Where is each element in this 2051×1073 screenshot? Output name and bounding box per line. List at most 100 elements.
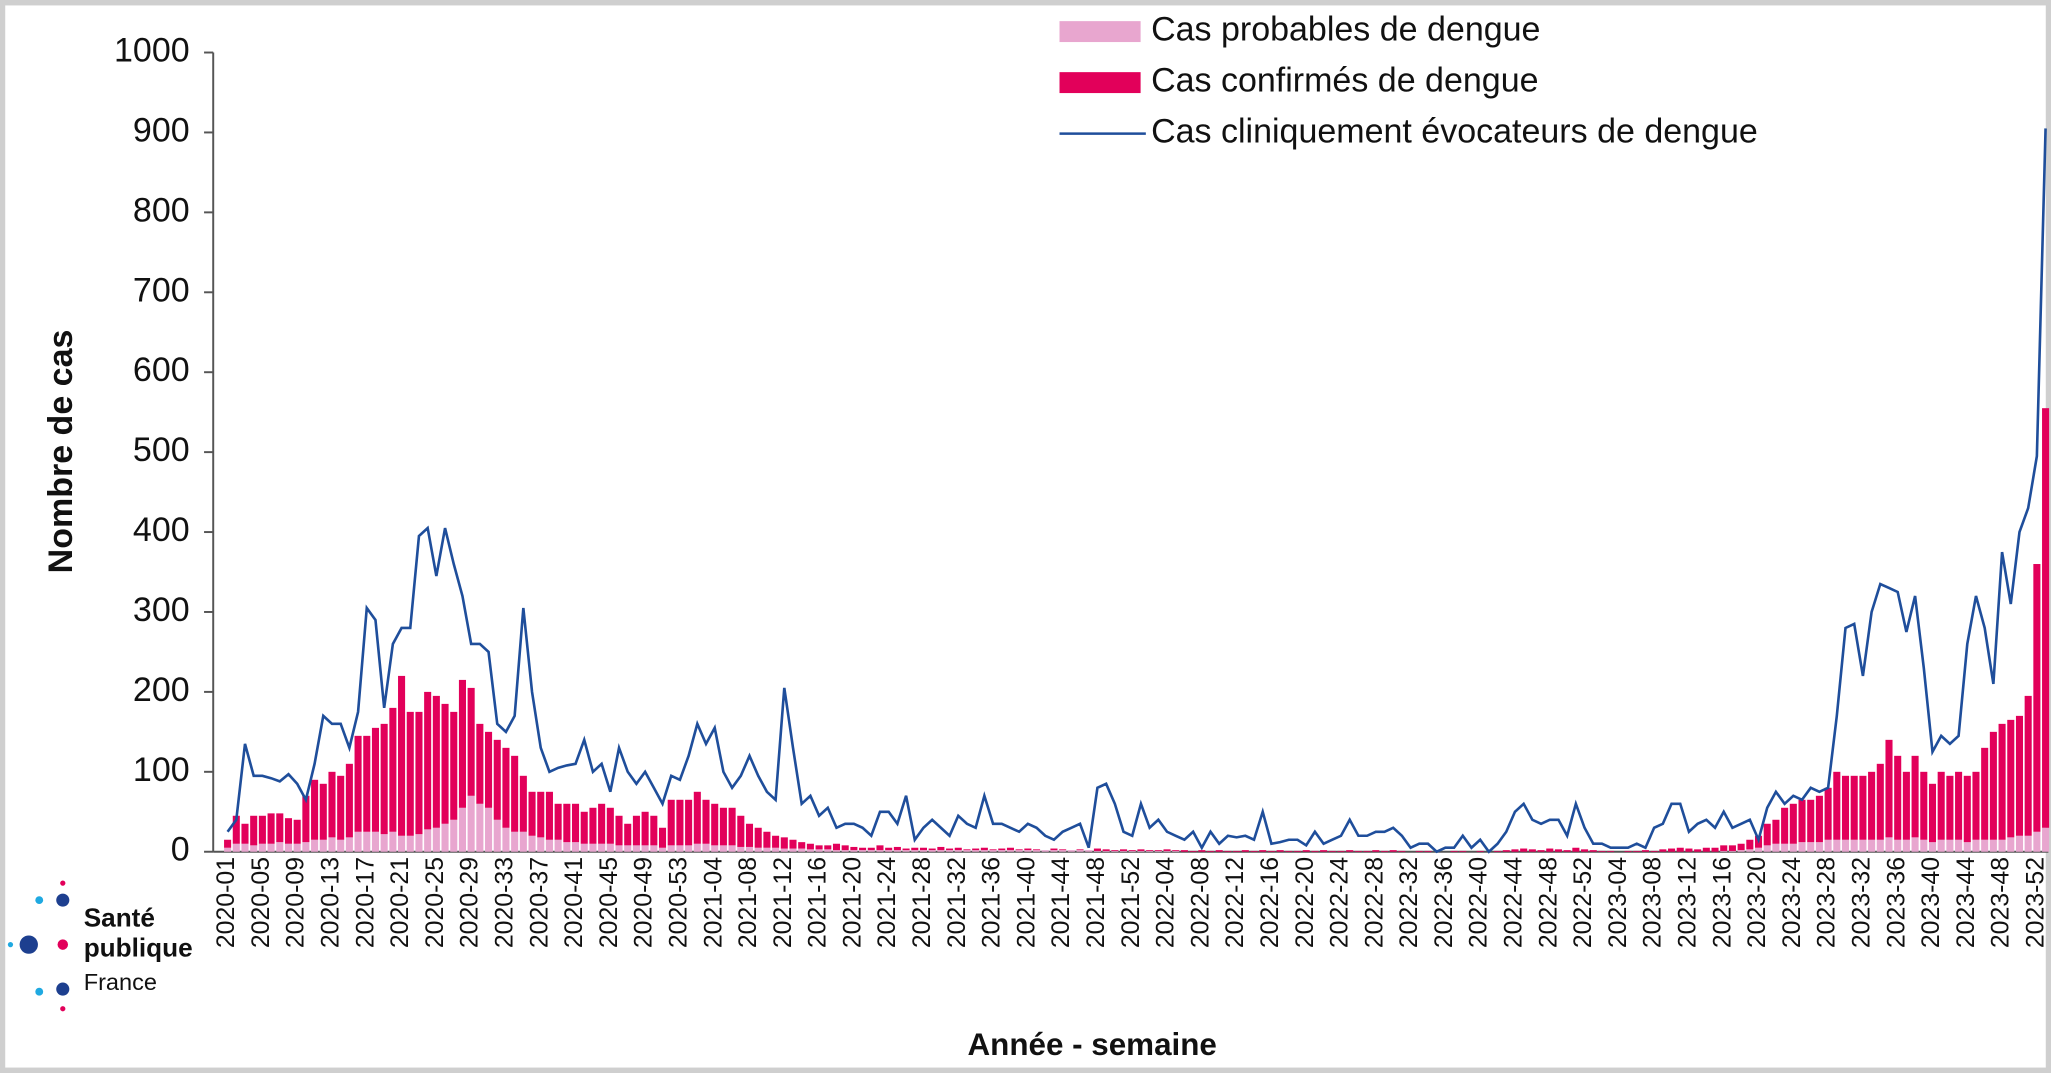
bar bbox=[250, 845, 258, 852]
legend-label: Cas confirmés de dengue bbox=[1151, 62, 1538, 100]
bar bbox=[789, 839, 797, 849]
bar bbox=[885, 847, 893, 851]
bar bbox=[1815, 842, 1823, 852]
bar bbox=[1868, 839, 1876, 852]
bar bbox=[1711, 847, 1719, 852]
x-tick-label: 2022-32 bbox=[1396, 857, 1423, 948]
bar bbox=[1868, 771, 1876, 840]
bar bbox=[1059, 850, 1067, 852]
bar bbox=[1024, 850, 1032, 852]
bar bbox=[937, 846, 945, 851]
bar bbox=[745, 846, 754, 852]
bar bbox=[485, 807, 493, 852]
bar bbox=[1363, 850, 1371, 852]
bar bbox=[1824, 787, 1832, 840]
x-tick-label: 2020-01 bbox=[213, 857, 240, 948]
bar bbox=[928, 850, 936, 852]
bar bbox=[963, 850, 971, 852]
bar bbox=[1259, 850, 1267, 852]
bar bbox=[1781, 807, 1789, 844]
bar bbox=[1528, 849, 1536, 852]
bar bbox=[1520, 848, 1528, 852]
bar bbox=[946, 848, 954, 851]
bar bbox=[224, 847, 232, 852]
x-tick-label: 2023-32 bbox=[1848, 857, 1875, 948]
bar bbox=[658, 827, 667, 848]
x-tick-label: 2023-08 bbox=[1640, 857, 1667, 948]
bar bbox=[1902, 839, 1910, 852]
bar bbox=[1424, 850, 1432, 852]
bar bbox=[345, 763, 353, 838]
bar bbox=[1668, 848, 1676, 852]
bar bbox=[928, 848, 936, 851]
bar bbox=[1293, 850, 1302, 852]
bar bbox=[919, 850, 928, 852]
bar bbox=[354, 735, 362, 832]
bar bbox=[572, 803, 580, 843]
bar bbox=[824, 845, 832, 850]
bar bbox=[685, 845, 693, 852]
bar bbox=[1346, 850, 1354, 852]
bar bbox=[772, 847, 780, 852]
bar bbox=[1789, 803, 1797, 844]
bar bbox=[841, 845, 849, 851]
bar bbox=[850, 846, 858, 851]
bar bbox=[467, 795, 475, 852]
bar bbox=[1998, 723, 2006, 840]
bar bbox=[1241, 850, 1249, 852]
y-tick-label: 800 bbox=[133, 191, 190, 229]
x-tick-label: 2020-53 bbox=[665, 857, 692, 948]
x-tick-label: 2022-20 bbox=[1292, 857, 1319, 948]
bar bbox=[1972, 771, 1980, 840]
bar bbox=[1746, 839, 1754, 850]
bar bbox=[1302, 850, 1310, 852]
bar bbox=[919, 847, 928, 851]
y-tick-label: 300 bbox=[133, 591, 190, 629]
bar bbox=[1146, 850, 1154, 852]
x-tick-label: 2020-37 bbox=[526, 857, 553, 948]
bar bbox=[258, 815, 266, 844]
bar bbox=[1093, 850, 1101, 852]
x-tick-label: 2022-24 bbox=[1327, 857, 1354, 948]
x-tick-label: 2021-24 bbox=[874, 857, 901, 948]
bar bbox=[832, 850, 841, 852]
bar bbox=[989, 850, 997, 852]
bar bbox=[1128, 850, 1136, 851]
logo-dot bbox=[57, 939, 69, 950]
bar bbox=[1050, 850, 1058, 852]
bar bbox=[780, 848, 788, 852]
bar bbox=[1946, 839, 1954, 852]
bar bbox=[693, 843, 701, 852]
bar bbox=[1876, 839, 1884, 852]
bar bbox=[1215, 850, 1223, 852]
bar bbox=[1981, 747, 1989, 840]
bar bbox=[650, 845, 658, 852]
x-tick-label: 2021-08 bbox=[735, 857, 762, 948]
x-tick-label: 2022-28 bbox=[1361, 857, 1388, 948]
bar bbox=[563, 803, 571, 843]
bar bbox=[1146, 850, 1154, 851]
bar bbox=[415, 834, 423, 852]
bar bbox=[1781, 843, 1789, 852]
x-tick-label: 2021-48 bbox=[1083, 857, 1110, 948]
bar bbox=[1746, 849, 1754, 852]
y-tick-label: 700 bbox=[133, 271, 190, 309]
bar bbox=[1093, 848, 1101, 851]
bar bbox=[998, 850, 1006, 852]
bar bbox=[737, 846, 745, 852]
bar bbox=[728, 807, 736, 846]
bar bbox=[641, 811, 649, 846]
bar bbox=[1815, 795, 1823, 843]
bar bbox=[2015, 715, 2024, 836]
x-tick-label: 2023-20 bbox=[1744, 857, 1771, 948]
bar bbox=[293, 819, 301, 844]
bar bbox=[1198, 850, 1206, 852]
bar bbox=[224, 839, 232, 848]
bar bbox=[476, 723, 484, 804]
bar bbox=[1581, 849, 1589, 852]
logo-dot bbox=[56, 893, 70, 907]
bar bbox=[2042, 408, 2050, 828]
bar bbox=[1998, 839, 2006, 852]
bar bbox=[1850, 775, 1858, 840]
